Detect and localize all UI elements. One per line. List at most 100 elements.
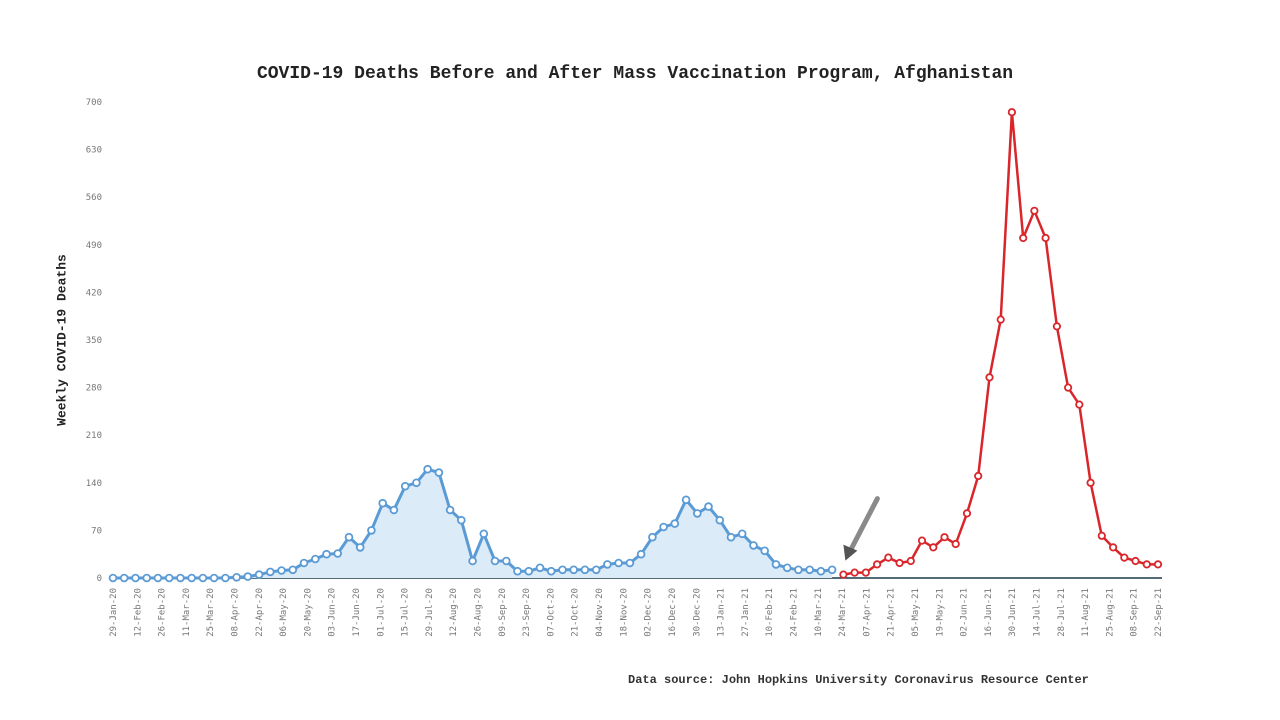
x-tick-label: 12-Aug-20 <box>449 588 459 637</box>
series-1-point <box>378 498 388 508</box>
series-1-point <box>681 495 691 505</box>
x-tick-label: 08-Sep-21 <box>1130 588 1140 637</box>
x-tick-label: 05-May-21 <box>911 588 921 637</box>
series-1-point <box>524 566 534 576</box>
series-1-point <box>367 526 376 535</box>
series-2-point <box>839 570 848 579</box>
series-2-point <box>1120 553 1129 562</box>
series-2-point <box>1019 233 1028 243</box>
series-2-point <box>872 560 882 569</box>
x-tick-label: 25-Mar-20 <box>206 588 216 637</box>
series-1-point <box>490 556 500 566</box>
series-2-point <box>1041 233 1050 243</box>
series-1-point <box>648 532 657 542</box>
series-1-point <box>603 560 612 569</box>
x-tick-label: 06-May-20 <box>279 588 289 637</box>
series-1-point <box>288 565 298 575</box>
x-tick-label: 03-Jun-20 <box>328 588 338 637</box>
series-1-point <box>659 522 668 532</box>
series-2-point <box>1030 206 1039 215</box>
series-1-point <box>299 558 309 568</box>
y-tick-label: 140 <box>86 479 102 489</box>
series-1-point <box>232 572 241 582</box>
x-tick-label: 22-Apr-20 <box>255 588 265 637</box>
x-tick-label: 17-Jun-20 <box>352 588 362 637</box>
series-2-point <box>884 553 893 562</box>
x-tick-label: 02-Jun-21 <box>960 588 970 637</box>
series-1-point <box>164 573 174 583</box>
series-1-point <box>591 565 601 575</box>
series-2-point <box>1064 383 1073 392</box>
series-2-point <box>929 543 938 552</box>
series-2-point <box>1131 556 1140 566</box>
series-1-point <box>221 573 230 583</box>
series-2-point <box>985 373 994 382</box>
series-1-point <box>198 573 208 583</box>
vaccination-arrow-head <box>843 544 858 561</box>
series-1-point <box>423 464 432 474</box>
x-tick-label: 08-Apr-20 <box>231 588 241 637</box>
series-1-point <box>614 558 623 568</box>
series-2-point <box>1086 478 1095 487</box>
series-1-point <box>310 554 320 564</box>
series-1-point <box>546 566 556 576</box>
series-1-point <box>434 468 444 477</box>
x-tick-label: 24-Mar-21 <box>838 588 848 637</box>
series-1-point <box>445 505 455 515</box>
series-1-point <box>400 481 410 491</box>
series-1-point <box>243 572 253 581</box>
series-1-point <box>355 543 365 552</box>
series-2-point <box>850 568 859 577</box>
series-1-point <box>670 519 680 528</box>
x-tick-label: 01-Jul-20 <box>376 588 386 637</box>
y-tick-label: 420 <box>86 288 102 298</box>
x-tick-label: 14-Jul-21 <box>1032 588 1042 637</box>
series-1-point <box>827 565 837 575</box>
series-1-point <box>456 515 466 525</box>
x-tick-label: 13-Jan-21 <box>717 588 727 637</box>
series-1-point <box>794 565 803 575</box>
x-tick-label: 18-Nov-20 <box>619 588 629 637</box>
series-1-point <box>209 573 219 583</box>
vaccination-arrow-shaft <box>848 496 880 552</box>
x-tick-label: 07-Oct-20 <box>546 588 556 637</box>
chart-title: COVID-19 Deaths Before and After Mass Va… <box>256 64 1014 84</box>
series-1-point <box>322 549 331 559</box>
series-2-point <box>1153 560 1163 569</box>
x-tick-label: 10-Feb-21 <box>765 588 775 637</box>
series-1-point <box>468 556 477 566</box>
series-1-point <box>176 573 185 583</box>
x-tick-label: 29-Jul-20 <box>425 588 435 637</box>
y-tick-label: 0 <box>97 574 102 584</box>
series-1-point <box>513 566 522 576</box>
series-2-point <box>906 556 915 566</box>
x-tick-label: 25-Aug-21 <box>1105 588 1115 637</box>
series-2-point <box>1109 543 1118 552</box>
y-tick-label: 630 <box>86 146 102 156</box>
series-1-point <box>265 567 275 577</box>
series-1-point <box>704 502 713 511</box>
y-tick-label: 70 <box>91 526 102 536</box>
series-1-point <box>749 541 758 550</box>
series-2-point <box>974 471 983 481</box>
x-tick-label: 19-May-21 <box>935 588 945 637</box>
x-tick-label: 12-Feb-20 <box>133 588 143 637</box>
series-1-point <box>131 573 140 583</box>
x-tick-label: 09-Sep-20 <box>498 588 508 637</box>
series-1-point <box>715 515 725 525</box>
series-1-point <box>726 532 736 542</box>
x-tick-label: 30-Jun-21 <box>1008 588 1018 637</box>
series-2-point <box>962 509 972 518</box>
series-2-line <box>843 110 1158 576</box>
x-tick-label: 11-Aug-21 <box>1081 588 1091 637</box>
x-tick-label: 27-Jan-21 <box>741 588 751 637</box>
x-tick-label: 23-Sep-20 <box>522 588 532 637</box>
series-1-point <box>760 546 769 556</box>
series-2-point <box>1097 531 1106 540</box>
series-2-point <box>1007 108 1017 117</box>
x-tick-label: 26-Aug-20 <box>474 588 484 637</box>
series-1-point <box>333 549 343 558</box>
series-1-point <box>142 573 152 583</box>
y-tick-label: 210 <box>86 431 102 441</box>
series-1-point <box>119 573 129 583</box>
